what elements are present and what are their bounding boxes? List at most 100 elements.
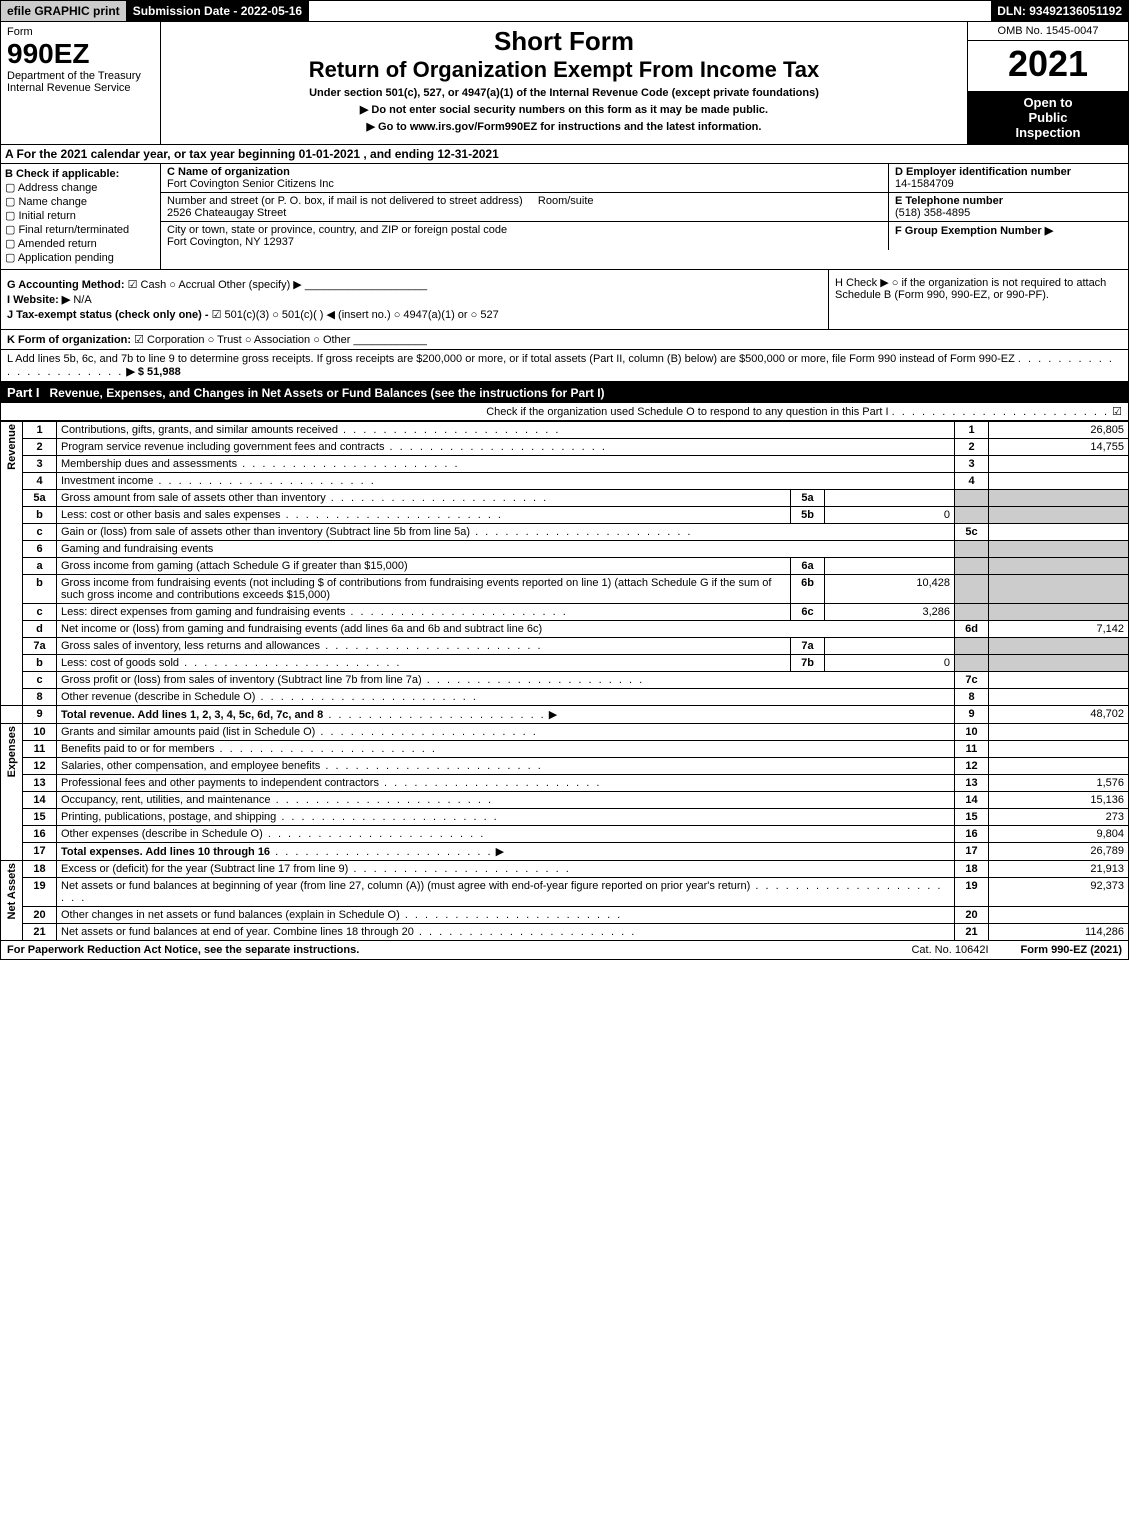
irs-label: Internal Revenue Service bbox=[7, 82, 154, 94]
l15-val: 273 bbox=[989, 809, 1129, 826]
l7c-no: c bbox=[23, 672, 57, 689]
chk-final-return[interactable]: Final return/terminated bbox=[5, 223, 156, 236]
row-7a: 7a Gross sales of inventory, less return… bbox=[1, 638, 1129, 655]
l14-no: 14 bbox=[23, 792, 57, 809]
j-501c3[interactable]: 501(c)(3) bbox=[212, 309, 270, 321]
block-bcd: B Check if applicable: Address change Na… bbox=[0, 164, 1129, 270]
row-18: Net Assets 18 Excess or (deficit) for th… bbox=[1, 861, 1129, 878]
l6a-desc: Gross income from gaming (attach Schedul… bbox=[57, 558, 791, 575]
l9-val: 48,702 bbox=[989, 706, 1129, 724]
l6a-col-shade bbox=[955, 558, 989, 575]
l17-val: 26,789 bbox=[989, 843, 1129, 861]
l6c-desc: Less: direct expenses from gaming and fu… bbox=[57, 604, 791, 621]
l3-val bbox=[989, 456, 1129, 473]
row-6b: b Gross income from fundraising events (… bbox=[1, 575, 1129, 604]
goto-link[interactable]: ▶ Go to www.irs.gov/Form990EZ for instru… bbox=[169, 120, 959, 133]
l6a-val-shade bbox=[989, 558, 1129, 575]
row-13: 13 Professional fees and other payments … bbox=[1, 775, 1129, 792]
g-left: G Accounting Method: Cash Accrual Other … bbox=[1, 270, 828, 329]
i-website-line: I Website: ▶ N/A bbox=[7, 293, 822, 306]
l12-no: 12 bbox=[23, 758, 57, 775]
b-label: B Check if applicable: bbox=[5, 168, 156, 180]
c-city-label: City or town, state or province, country… bbox=[167, 224, 507, 236]
efile-label[interactable]: efile GRAPHIC print bbox=[1, 1, 127, 21]
website-value: N/A bbox=[73, 294, 91, 306]
l8-desc: Other revenue (describe in Schedule O) bbox=[57, 689, 955, 706]
l19-no: 19 bbox=[23, 878, 57, 907]
return-title: Return of Organization Exempt From Incom… bbox=[169, 57, 959, 83]
short-form-title: Short Form bbox=[169, 26, 959, 57]
l12-colno: 12 bbox=[955, 758, 989, 775]
form-number: 990EZ bbox=[7, 38, 154, 70]
k-assoc[interactable]: Association bbox=[245, 334, 310, 346]
row-7c: c Gross profit or (loss) from sales of i… bbox=[1, 672, 1129, 689]
l5a-col-shade bbox=[955, 490, 989, 507]
j-527[interactable]: 527 bbox=[471, 309, 499, 321]
l18-colno: 18 bbox=[955, 861, 989, 878]
row-4: 4 Investment income 4 bbox=[1, 473, 1129, 490]
header-left: Form 990EZ Department of the Treasury In… bbox=[1, 22, 161, 144]
l4-colno: 4 bbox=[955, 473, 989, 490]
row-15: 15 Printing, publications, postage, and … bbox=[1, 809, 1129, 826]
l3-desc: Membership dues and assessments bbox=[57, 456, 955, 473]
chk-initial-return[interactable]: Initial return bbox=[5, 209, 156, 222]
d-ein-label: D Employer identification number bbox=[895, 166, 1071, 178]
chk-amended-return[interactable]: Amended return bbox=[5, 237, 156, 250]
revenue-side-label: Revenue bbox=[1, 422, 23, 706]
l20-colno: 20 bbox=[955, 907, 989, 924]
no-ssn-note: ▶ Do not enter social security numbers o… bbox=[169, 103, 959, 116]
row-6a: a Gross income from gaming (attach Sched… bbox=[1, 558, 1129, 575]
chk-application-pending[interactable]: Application pending bbox=[5, 251, 156, 264]
c-city-row: City or town, state or province, country… bbox=[161, 222, 888, 250]
row-7b: b Less: cost of goods sold 7b 0 bbox=[1, 655, 1129, 672]
l17-desc: Total expenses. Add lines 10 through 16 bbox=[57, 843, 955, 861]
g-cash[interactable]: Cash bbox=[128, 279, 167, 291]
row-k: K Form of organization: Corporation Trus… bbox=[0, 330, 1129, 350]
l6b-no: b bbox=[23, 575, 57, 604]
k-corp[interactable]: Corporation bbox=[134, 334, 204, 346]
row-5c: c Gain or (loss) from sale of assets oth… bbox=[1, 524, 1129, 541]
l4-no: 4 bbox=[23, 473, 57, 490]
l10-desc: Grants and similar amounts paid (list in… bbox=[57, 724, 955, 741]
l21-val: 114,286 bbox=[989, 924, 1129, 941]
l7a-col-shade bbox=[955, 638, 989, 655]
part1-check-mark[interactable]: ☑ bbox=[1112, 406, 1122, 418]
l6c-val-shade bbox=[989, 604, 1129, 621]
l6d-desc: Net income or (loss) from gaming and fun… bbox=[57, 621, 955, 638]
f-group-block: F Group Exemption Number ▶ bbox=[889, 222, 1128, 239]
row-8: 8 Other revenue (describe in Schedule O)… bbox=[1, 689, 1129, 706]
l5a-subno: 5a bbox=[791, 490, 825, 507]
l14-colno: 14 bbox=[955, 792, 989, 809]
row-21: 21 Net assets or fund balances at end of… bbox=[1, 924, 1129, 941]
l19-colno: 19 bbox=[955, 878, 989, 907]
l7b-val-shade bbox=[989, 655, 1129, 672]
row-19: 19 Net assets or fund balances at beginn… bbox=[1, 878, 1129, 907]
j-501c[interactable]: 501(c)( ) ◀ (insert no.) bbox=[272, 309, 390, 321]
l7b-desc: Less: cost of goods sold bbox=[57, 655, 791, 672]
l5b-desc: Less: cost or other basis and sales expe… bbox=[57, 507, 791, 524]
row-9: 9 Total revenue. Add lines 1, 2, 3, 4, 5… bbox=[1, 706, 1129, 724]
under-section: Under section 501(c), 527, or 4947(a)(1)… bbox=[169, 87, 959, 99]
row-6d: d Net income or (loss) from gaming and f… bbox=[1, 621, 1129, 638]
org-name: Fort Covington Senior Citizens Inc bbox=[167, 178, 334, 190]
l11-no: 11 bbox=[23, 741, 57, 758]
l5b-col-shade bbox=[955, 507, 989, 524]
cat-no: Cat. No. 10642I bbox=[905, 941, 994, 959]
g-accrual[interactable]: Accrual bbox=[169, 279, 215, 291]
k-trust[interactable]: Trust bbox=[208, 334, 242, 346]
j-4947[interactable]: 4947(a)(1) or bbox=[394, 309, 468, 321]
l12-val bbox=[989, 758, 1129, 775]
chk-name-change[interactable]: Name change bbox=[5, 195, 156, 208]
omb-number: OMB No. 1545-0047 bbox=[968, 22, 1128, 41]
l11-desc: Benefits paid to or for members bbox=[57, 741, 955, 758]
g-accounting: G Accounting Method: Cash Accrual Other … bbox=[7, 278, 822, 291]
l6c-subno: 6c bbox=[791, 604, 825, 621]
l20-desc: Other changes in net assets or fund bala… bbox=[57, 907, 955, 924]
g-other[interactable]: Other (specify) ▶ bbox=[218, 279, 302, 291]
row-17: 17 Total expenses. Add lines 10 through … bbox=[1, 843, 1129, 861]
chk-address-change[interactable]: Address change bbox=[5, 181, 156, 194]
l9-desc: Total revenue. Add lines 1, 2, 3, 4, 5c,… bbox=[57, 706, 955, 724]
dept-label: Department of the Treasury bbox=[7, 70, 154, 82]
l6c-col-shade bbox=[955, 604, 989, 621]
k-other[interactable]: Other bbox=[313, 334, 350, 346]
